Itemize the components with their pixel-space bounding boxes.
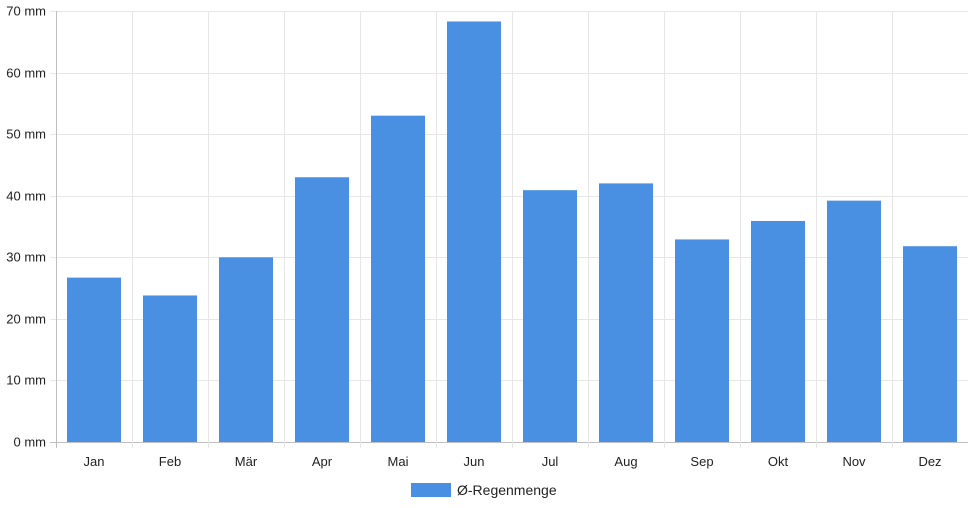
y-tick-label: 40 mm — [6, 189, 46, 204]
y-tick-label: 30 mm — [6, 250, 46, 265]
legend-label[interactable]: Ø-Regenmenge — [457, 482, 557, 498]
y-tick-label: 50 mm — [6, 127, 46, 142]
bar-okt[interactable] — [751, 220, 805, 442]
bar-dez[interactable] — [903, 246, 957, 442]
bar-jan[interactable] — [67, 277, 121, 442]
bar-feb[interactable] — [143, 295, 197, 442]
bars — [67, 21, 957, 443]
bar-mär[interactable] — [219, 257, 273, 442]
x-tick-label: Sep — [690, 454, 713, 469]
x-axis: Jan Feb Mär Apr Mai Jun Jul Aug Sep Okt Nov Dez — [84, 454, 942, 469]
bar-jun[interactable] — [447, 21, 501, 443]
x-tick-label: Feb — [159, 454, 181, 469]
x-tick-label: Mär — [235, 454, 258, 469]
y-axis: 0 mm 10 mm 20 mm 30 mm 40 mm 50 mm 60 mm 70 mm — [6, 4, 46, 450]
bar-nov[interactable] — [827, 200, 881, 442]
y-tick-label: 70 mm — [6, 4, 46, 19]
x-tick-label: Aug — [614, 454, 637, 469]
grid-lines — [50, 11, 968, 448]
x-tick-label: Okt — [768, 454, 789, 469]
y-tick-label: 10 mm — [6, 373, 46, 388]
y-tick-label: 20 mm — [6, 312, 46, 327]
bar-sep[interactable] — [675, 239, 729, 442]
bar-mai[interactable] — [371, 115, 425, 443]
bar-apr[interactable] — [295, 177, 349, 442]
bar-jul[interactable] — [523, 190, 577, 442]
x-tick-label: Dez — [918, 454, 941, 469]
legend-swatch[interactable] — [411, 483, 451, 497]
bar-aug[interactable] — [599, 183, 653, 442]
x-tick-label: Jul — [542, 454, 559, 469]
x-tick-label: Jan — [84, 454, 105, 469]
x-tick-label: Nov — [842, 454, 866, 469]
legend[interactable]: Ø-Regenmenge — [411, 482, 557, 498]
y-tick-label: 60 mm — [6, 66, 46, 81]
x-tick-label: Apr — [312, 454, 333, 469]
x-tick-label: Jun — [464, 454, 485, 469]
y-tick-label: 0 mm — [14, 435, 47, 450]
x-tick-label: Mai — [388, 454, 409, 469]
